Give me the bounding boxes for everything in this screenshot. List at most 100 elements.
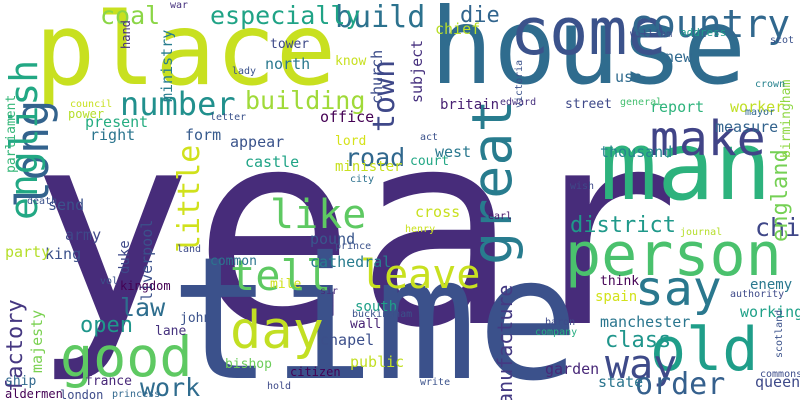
word-bishop: bishop (225, 357, 272, 372)
word-spain: spain (595, 289, 638, 305)
word-cathedral: cathedral (310, 253, 392, 271)
word-lady: lady (232, 66, 257, 77)
word-henry: henry (405, 224, 436, 235)
word-great: great (460, 99, 524, 265)
word-sir: sir (320, 286, 339, 297)
word-king: king (45, 245, 82, 263)
word-army: army (65, 226, 102, 244)
word-man: man (600, 112, 772, 222)
word-buckingham: buckingham (352, 309, 413, 320)
word-form: form (185, 126, 222, 144)
word-commons: commons (760, 369, 800, 380)
word-castle: castle (245, 153, 300, 171)
word-new: new (665, 48, 693, 66)
word-west: west (435, 143, 472, 161)
word-coal: coal (100, 1, 161, 30)
word-building: building (245, 86, 366, 115)
word-write: write (420, 377, 451, 388)
word-appear: appear (230, 133, 285, 151)
word-order: order (635, 367, 726, 400)
word-baron: baron (545, 317, 576, 328)
word-work: work (140, 373, 201, 400)
word-subject: subject (408, 39, 426, 103)
word-open: open (80, 313, 133, 338)
word-report: report (650, 98, 705, 116)
word-wall: wall (350, 317, 382, 332)
word-city: city (350, 174, 375, 185)
word-mile: mile (270, 277, 302, 292)
word-think: think (600, 274, 640, 289)
word-cross: cross (415, 203, 461, 221)
word-chapel: chapel (320, 331, 375, 349)
word-state: state (598, 373, 644, 391)
word-like: like (270, 192, 367, 238)
word-church: church (368, 49, 386, 104)
word-land: land (177, 244, 202, 255)
word-william: william (630, 29, 673, 40)
word-party: party (5, 243, 51, 261)
word-build: build (335, 0, 426, 35)
word-know: know (335, 54, 367, 69)
word-ship: ship (5, 374, 37, 389)
word-way: way (605, 342, 678, 388)
word-common: common (210, 254, 257, 269)
word-worker: worker (730, 98, 785, 116)
word-class: class (605, 328, 672, 353)
word-place: place (35, 0, 337, 108)
word-address: address (680, 26, 727, 39)
word-enemy: enemy (750, 277, 793, 293)
word-thousand: thousand (600, 143, 673, 161)
word-old: old (650, 315, 759, 385)
word-public: public (350, 353, 405, 371)
word-tell: tell (230, 251, 332, 300)
word-scotland: scotland (774, 309, 785, 358)
word-time: time (170, 221, 580, 400)
word-war: war (170, 0, 189, 11)
word-duke: duke (117, 239, 133, 274)
word-england: england (768, 149, 793, 243)
word-parliament: parliament (4, 94, 19, 173)
word-minister: minister (335, 159, 403, 175)
word-birmingham: birmingham (779, 79, 794, 158)
word-journal: journal (680, 227, 723, 238)
word-john: john (180, 311, 212, 326)
word-garden: garden (545, 360, 600, 378)
word-aldermen: aldermen (5, 387, 63, 400)
word-hand: hand (119, 19, 133, 49)
word-make: make (650, 111, 766, 167)
word-north: north (265, 55, 311, 73)
word-district: district (570, 213, 676, 238)
word-kingdom: kingdom (120, 279, 171, 293)
word-vol: vol (100, 276, 119, 287)
word-especially: especially (210, 1, 361, 30)
word-council: council (70, 99, 113, 110)
word-london: london (60, 388, 104, 400)
word-death: death (27, 196, 58, 207)
word-mayor: mayor (745, 107, 776, 118)
word-measure: measure (715, 118, 779, 136)
word-house: house (430, 0, 747, 108)
word-ministry: ministry (158, 29, 176, 102)
word-prince: prince (335, 241, 372, 252)
word-die: die (460, 3, 500, 28)
word-letter: letter (210, 112, 247, 123)
word-person: person (565, 220, 782, 290)
word-wish: wish (570, 181, 595, 192)
word-majesty: majesty (28, 309, 46, 373)
word-office: office (320, 108, 375, 126)
word-authority: authority (730, 289, 785, 300)
word-crown: crown (755, 79, 786, 90)
word-britain: britain (440, 97, 500, 113)
word-working: working (740, 303, 800, 321)
word-right: right (90, 126, 136, 144)
word-street: street (565, 97, 612, 112)
word-law: law (120, 293, 166, 322)
word-edward: edward (500, 97, 537, 108)
word-little: little (172, 144, 207, 253)
word-leave: leave (360, 252, 481, 298)
word-number: number (120, 85, 236, 123)
word-act: act (420, 132, 439, 143)
word-country: country (630, 2, 791, 46)
word-present: present (85, 113, 149, 131)
